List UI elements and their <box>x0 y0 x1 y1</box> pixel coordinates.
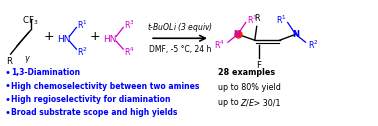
Text: $t$-BuOLi (3 equiv): $t$-BuOLi (3 equiv) <box>147 21 213 34</box>
Text: R: R <box>6 57 12 66</box>
Text: N: N <box>292 30 299 39</box>
Text: R: R <box>254 14 260 23</box>
Text: R$^3$: R$^3$ <box>124 18 135 31</box>
Text: 1,3-Diamination: 1,3-Diamination <box>11 68 80 77</box>
Text: R$^2$: R$^2$ <box>77 46 88 58</box>
Text: R$^4$: R$^4$ <box>124 46 135 58</box>
Text: up to 80% yield: up to 80% yield <box>218 83 281 92</box>
Text: Broad substrate scope and high yields: Broad substrate scope and high yields <box>11 108 177 117</box>
Text: •: • <box>5 95 11 105</box>
Text: R$^1$: R$^1$ <box>276 13 287 26</box>
Text: CF$_3$: CF$_3$ <box>22 14 39 27</box>
Text: F: F <box>256 61 261 70</box>
Text: R$^1$: R$^1$ <box>77 18 88 31</box>
Text: HN: HN <box>57 35 70 44</box>
Text: R$^4$: R$^4$ <box>214 39 225 51</box>
Text: +: + <box>90 30 101 43</box>
Text: +: + <box>43 30 54 43</box>
Text: up to: up to <box>218 98 241 107</box>
Text: N: N <box>233 30 240 39</box>
Text: > 30/1: > 30/1 <box>251 98 280 107</box>
Text: R$^2$: R$^2$ <box>308 39 318 51</box>
Text: R$^3$: R$^3$ <box>247 13 257 26</box>
Text: $\mathit{Z}$/$\mathit{E}$: $\mathit{Z}$/$\mathit{E}$ <box>240 97 255 108</box>
Text: HN: HN <box>104 35 117 44</box>
Text: •: • <box>5 108 11 118</box>
Text: 28 examples: 28 examples <box>218 68 275 77</box>
Text: High regioselectivity for diamination: High regioselectivity for diamination <box>11 95 170 104</box>
Text: •: • <box>5 68 11 78</box>
Text: DMF, -5 °C, 24 h: DMF, -5 °C, 24 h <box>149 45 211 54</box>
Text: •: • <box>5 81 11 91</box>
Text: γ: γ <box>24 54 29 63</box>
Text: High chemoselectivity between two amines: High chemoselectivity between two amines <box>11 82 199 91</box>
